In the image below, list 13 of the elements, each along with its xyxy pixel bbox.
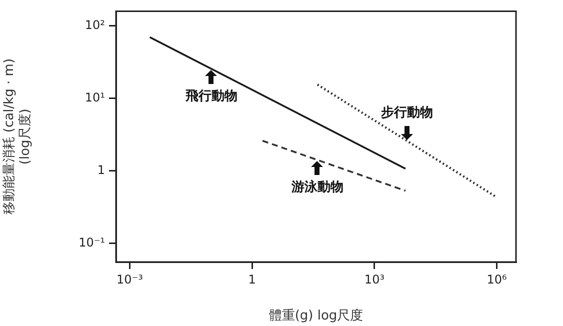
y-tick-label: 10² <box>84 18 106 32</box>
annotation: 游泳動物 <box>290 178 344 195</box>
x-tick-label: 10⁻³ <box>116 272 144 286</box>
x-tick-label: 10⁶ <box>486 272 508 286</box>
annotation: 飛行動物 <box>184 89 238 104</box>
y-axis-title: 移動能量消耗 (cal/kg · m) (log尺度) <box>2 58 33 215</box>
y-tick-label: 10⁻¹ <box>78 235 106 250</box>
x-tick-label: 1 <box>248 272 256 286</box>
annotation: 步行動物 <box>380 105 434 120</box>
y-tick-label: 1 <box>97 162 105 177</box>
x-axis-title: 體重(g) log尺度 <box>268 308 364 324</box>
y-tick-label: 10¹ <box>84 90 106 105</box>
x-tick-label: 10³ <box>364 272 385 286</box>
